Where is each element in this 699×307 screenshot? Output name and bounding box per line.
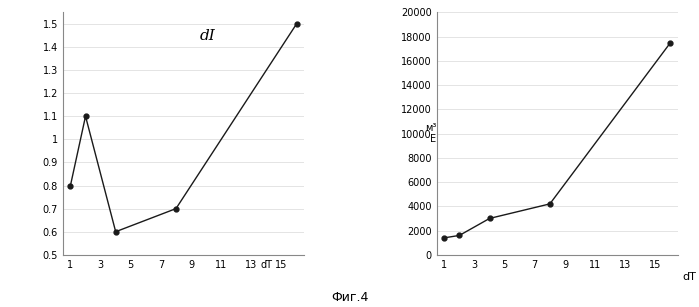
Text: dT: dT: [683, 272, 697, 282]
Text: Фиг.4: Фиг.4: [331, 291, 368, 304]
Text: dI: dI: [200, 29, 215, 43]
Text: м³
Е: м³ Е: [425, 123, 436, 144]
